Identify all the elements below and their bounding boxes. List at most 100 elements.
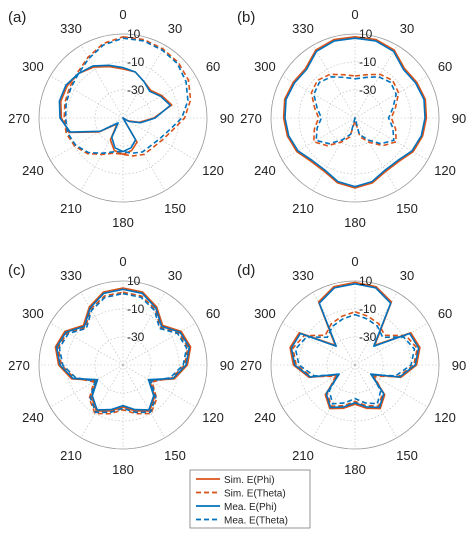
series-curve-1 — [54, 287, 192, 412]
angle-tick-label: 210 — [292, 201, 314, 216]
angle-tick-label: 120 — [434, 163, 456, 178]
angle-tick-label: 150 — [164, 448, 186, 463]
angle-tick-label: 180 — [344, 215, 366, 230]
angle-tick-label: 210 — [292, 448, 314, 463]
angle-tick-label: 330 — [60, 21, 82, 36]
radial-gridline — [50, 322, 124, 366]
radial-gridline — [282, 322, 356, 366]
legend-entry-label: Sim. E(Phi) — [224, 475, 275, 486]
angle-tick-label: 0 — [119, 7, 126, 22]
angle-tick-label: 240 — [254, 410, 276, 425]
radial-gridline — [282, 117, 356, 161]
radial-gridline — [354, 322, 428, 366]
panel-label: (d) — [237, 262, 255, 279]
angle-tick-label: 300 — [22, 59, 44, 74]
series-curve-3 — [284, 37, 426, 188]
radial-gridline — [122, 292, 166, 366]
radius-tick-label: -30 — [127, 83, 145, 97]
radial-gridline — [122, 75, 196, 119]
angle-tick-label: 60 — [438, 59, 452, 74]
angle-tick-label: 240 — [22, 410, 44, 425]
radial-gridline — [50, 75, 124, 119]
radial-gridline — [122, 364, 196, 408]
angle-tick-label: 120 — [202, 410, 224, 425]
radius-tick-label: -30 — [127, 330, 145, 344]
angle-tick-label: 30 — [168, 21, 182, 36]
angle-tick-label: 0 — [351, 254, 358, 269]
angle-tick-label: 60 — [438, 306, 452, 321]
legend: Sim. E(Phi) Sim. E(Theta) Mea. E(Phi) Mea. … — [189, 469, 311, 529]
angle-tick-label: 240 — [254, 163, 276, 178]
angle-tick-label: 150 — [396, 448, 418, 463]
series-curve-2 — [63, 36, 192, 157]
legend-entry-label: Sim. E(Theta) — [224, 489, 286, 500]
ring-gridline — [298, 61, 412, 175]
radius-tick-label: 10 — [127, 27, 141, 41]
angle-tick-label: 90 — [220, 111, 234, 126]
angle-tick-label: 0 — [351, 7, 358, 22]
panel-label: (b) — [237, 9, 255, 26]
polar-panel: 0 30 60 90 120 150 180 210 240 270 300 330 10 -10 -30 (… — [237, 7, 466, 230]
angle-tick-label: 180 — [112, 462, 134, 477]
angle-tick-label: 270 — [8, 111, 30, 126]
radius-tick-label: 10 — [127, 274, 141, 288]
radial-gridline — [50, 117, 124, 161]
series-curve-2 — [57, 291, 189, 415]
series-curve-1 — [289, 281, 421, 410]
angle-tick-label: 150 — [396, 201, 418, 216]
radius-tick-label: 10 — [359, 27, 373, 41]
angle-tick-label: 60 — [206, 306, 220, 321]
radial-gridline — [312, 364, 356, 438]
angle-tick-label: 120 — [434, 410, 456, 425]
series-curve-1 — [282, 36, 428, 189]
radial-gridline — [312, 45, 356, 119]
radial-gridline — [80, 45, 124, 119]
radial-gridline — [354, 45, 398, 119]
radial-gridline — [354, 117, 428, 161]
series-curve-4 — [58, 292, 188, 414]
outer-boundary — [38, 280, 208, 450]
radius-tick-label: -30 — [359, 83, 377, 97]
ring-gridline — [94, 336, 152, 394]
angle-tick-label: 240 — [22, 163, 44, 178]
angle-tick-label: 150 — [164, 201, 186, 216]
outer-boundary — [270, 33, 440, 203]
angle-tick-label: 90 — [452, 111, 466, 126]
radial-gridline — [50, 364, 124, 408]
series-curve-4 — [294, 313, 416, 405]
radius-tick-label: -30 — [359, 330, 377, 344]
legend-entry-label: Mea. E(Phi) — [224, 502, 277, 513]
angle-tick-label: 30 — [400, 268, 414, 283]
angle-tick-label: 30 — [400, 21, 414, 36]
radial-gridline — [354, 364, 428, 408]
polar-panel: 0 30 60 90 120 150 180 210 240 270 300 330 10 -10 -30 (… — [8, 254, 234, 477]
series-curve-3 — [55, 288, 191, 411]
radius-tick-label: 10 — [359, 274, 373, 288]
radial-gridline — [354, 364, 398, 438]
angle-tick-label: 120 — [202, 163, 224, 178]
radial-gridline — [122, 322, 196, 366]
series-curve-1 — [60, 65, 173, 156]
angle-tick-label: 270 — [8, 358, 30, 373]
angle-tick-label: 90 — [220, 358, 234, 373]
angle-tick-label: 60 — [206, 59, 220, 74]
radius-tick-label: -10 — [359, 55, 377, 69]
radial-gridline — [354, 117, 398, 191]
ring-gridline — [326, 336, 384, 394]
series-curve-2 — [310, 73, 400, 147]
angle-tick-label: 210 — [60, 201, 82, 216]
radial-gridline — [80, 364, 124, 438]
series-curve-4 — [313, 76, 397, 145]
series-curve-3 — [58, 64, 172, 153]
radius-tick-label: -10 — [359, 302, 377, 316]
angle-tick-label: 270 — [240, 358, 262, 373]
outer-boundary — [38, 33, 208, 203]
polar-panel: 0 30 60 90 120 150 180 210 240 270 300 330 10 -10 -30 (… — [237, 254, 466, 477]
panel-label: (c) — [8, 262, 26, 279]
ring-gridline — [66, 61, 180, 175]
legend-entry-label: Mea. E(Theta) — [224, 516, 288, 527]
angle-tick-label: 330 — [60, 268, 82, 283]
ring-gridline — [326, 89, 384, 147]
angle-tick-label: 90 — [452, 358, 466, 373]
